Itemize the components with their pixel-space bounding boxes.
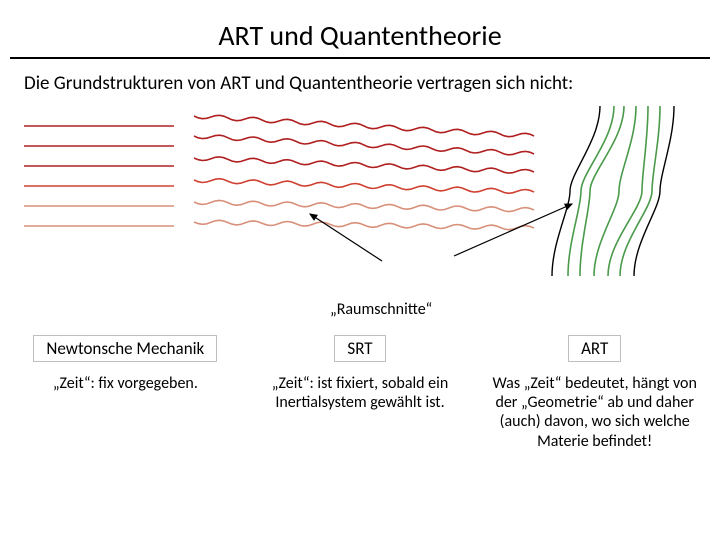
column-newton: Newtonsche Mechanik „Zeit“: fix vorgegeb… <box>22 335 229 451</box>
box-newton: Newtonsche Mechanik <box>33 335 217 362</box>
text-srt: „Zeit“: ist fixiert, sobald ein Inertial… <box>257 374 464 412</box>
slide-title: ART und Quantentheorie <box>24 18 696 57</box>
three-columns: Newtonsche Mechanik „Zeit“: fix vorgegeb… <box>0 335 720 451</box>
text-newton: „Zeit“: fix vorgegeben. <box>22 374 229 393</box>
column-srt: SRT „Zeit“: ist fixiert, sobald ein Iner… <box>257 335 464 451</box>
column-art: ART Was „Zeit“ bedeutet, hängt von der „… <box>491 335 698 451</box>
box-srt: SRT <box>334 335 385 362</box>
title-underline <box>10 57 710 59</box>
subtitle-text: Die Grundstrukturen von ART und Quantent… <box>24 73 696 96</box>
box-art: ART <box>568 335 621 362</box>
text-art: Was „Zeit“ bedeutet, hängt von der „Geom… <box>491 374 698 451</box>
spacetime-diagram <box>24 106 696 276</box>
diagram-svg <box>24 106 696 276</box>
raumschnitte-label: „Raumschnitte“ <box>330 300 432 319</box>
slide: ART und Quantentheorie Die Grundstruktur… <box>0 0 720 540</box>
